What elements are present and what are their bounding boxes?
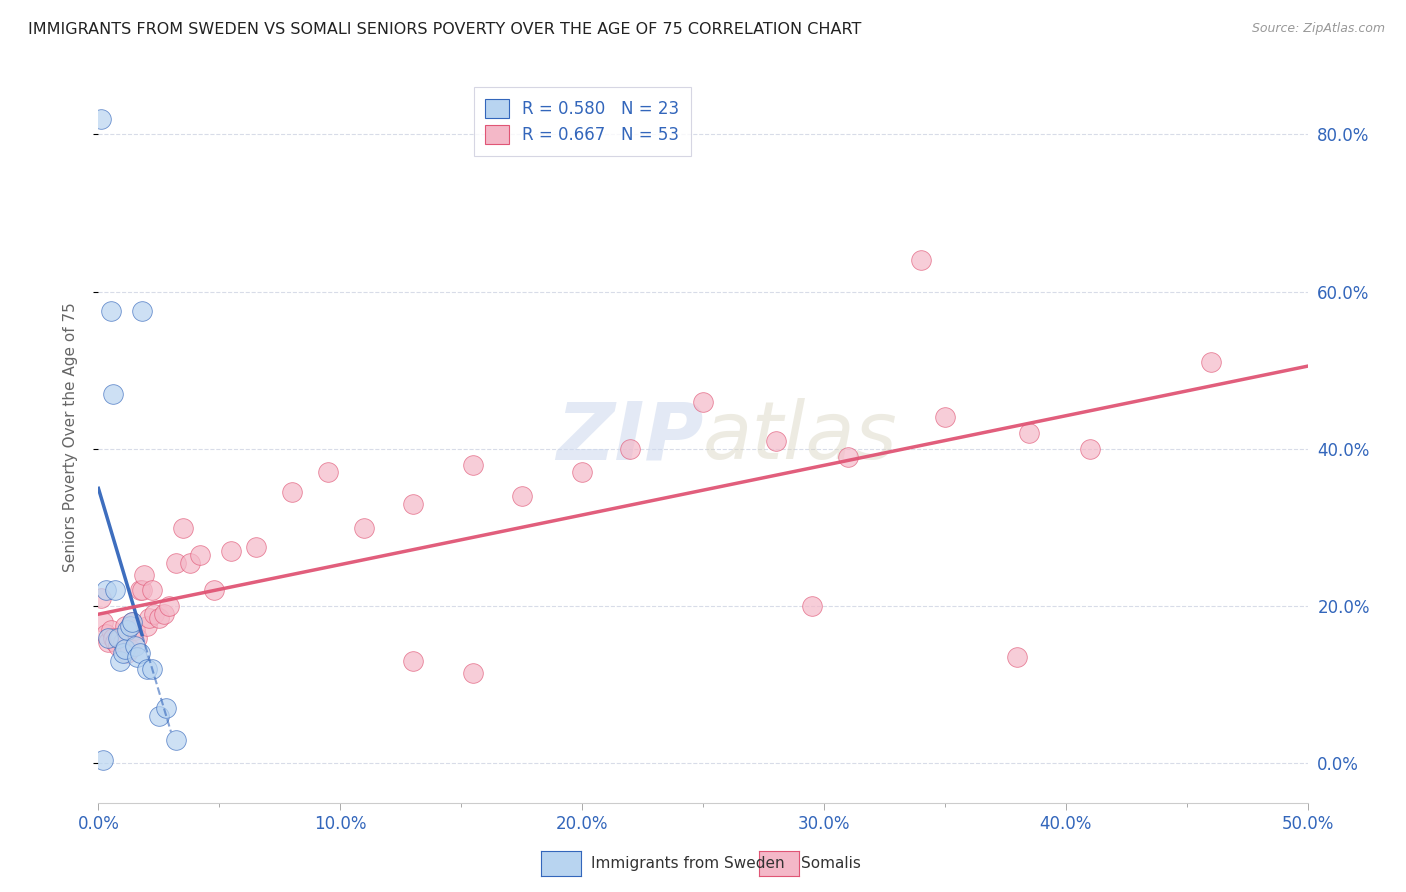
Point: [188, 548, 211, 562]
Point: [135, 662, 157, 676]
Text: atlas: atlas: [703, 398, 898, 476]
Point: [90, 591, 112, 606]
Point: [148, 709, 170, 723]
Point: [100, 623, 122, 637]
Point: [1078, 442, 1101, 456]
Point: [114, 642, 136, 657]
Point: [148, 611, 170, 625]
Point: [179, 556, 201, 570]
Point: [1199, 355, 1222, 369]
Point: [97, 634, 120, 648]
Point: [94, 626, 117, 640]
Point: [104, 634, 127, 648]
Point: [90, 112, 112, 126]
Point: [124, 639, 146, 653]
Text: ZIP: ZIP: [555, 398, 703, 476]
Point: [619, 442, 641, 456]
Point: [141, 662, 163, 676]
Point: [94, 583, 117, 598]
Point: [138, 611, 160, 625]
Point: [172, 520, 194, 534]
Point: [104, 583, 127, 598]
Point: [837, 450, 859, 464]
Point: [165, 556, 187, 570]
Point: [221, 544, 243, 558]
Point: [165, 732, 187, 747]
Point: [111, 634, 134, 648]
Point: [124, 623, 146, 637]
Point: [107, 631, 129, 645]
Point: [127, 650, 149, 665]
Point: [118, 642, 141, 657]
Point: [131, 583, 153, 598]
Point: [97, 631, 120, 645]
Point: [131, 304, 153, 318]
Point: [121, 615, 143, 629]
Point: [118, 619, 141, 633]
Point: [143, 607, 166, 621]
Point: [692, 394, 714, 409]
Text: Immigrants from Sweden: Immigrants from Sweden: [591, 856, 785, 871]
Point: [135, 619, 157, 633]
Point: [910, 253, 932, 268]
Y-axis label: Seniors Poverty Over the Age of 75: Seniors Poverty Over the Age of 75: [63, 302, 77, 572]
Point: [281, 485, 304, 500]
Point: [510, 489, 533, 503]
Point: [402, 654, 425, 668]
Legend: R = 0.580   N = 23, R = 0.667   N = 53: R = 0.580 N = 23, R = 0.667 N = 53: [474, 87, 690, 155]
Point: [800, 599, 823, 614]
Point: [134, 567, 156, 582]
Point: [1018, 426, 1040, 441]
Point: [111, 646, 134, 660]
Point: [157, 599, 180, 614]
Point: [127, 631, 149, 645]
Point: [117, 623, 139, 637]
Point: [934, 410, 956, 425]
Text: Source: ZipAtlas.com: Source: ZipAtlas.com: [1251, 22, 1385, 36]
Point: [101, 631, 124, 645]
Point: [765, 434, 787, 448]
Point: [128, 646, 150, 660]
Point: [108, 631, 131, 645]
Point: [245, 540, 267, 554]
Point: [353, 520, 375, 534]
Point: [100, 304, 122, 318]
Point: [204, 583, 226, 598]
Point: [101, 387, 124, 401]
Point: [107, 639, 129, 653]
Point: [108, 654, 131, 668]
Point: [463, 458, 485, 472]
Point: [117, 646, 139, 660]
Point: [402, 497, 425, 511]
Point: [128, 583, 150, 598]
Point: [155, 701, 177, 715]
Point: [571, 466, 593, 480]
Text: Somalis: Somalis: [801, 856, 862, 871]
Point: [121, 615, 143, 629]
Point: [152, 607, 174, 621]
Point: [91, 615, 114, 629]
Point: [1007, 650, 1029, 665]
Point: [316, 466, 339, 480]
Point: [141, 583, 163, 598]
Point: [114, 619, 136, 633]
Point: [91, 753, 114, 767]
Point: [463, 666, 485, 681]
Text: IMMIGRANTS FROM SWEDEN VS SOMALI SENIORS POVERTY OVER THE AGE OF 75 CORRELATION : IMMIGRANTS FROM SWEDEN VS SOMALI SENIORS…: [28, 22, 862, 37]
